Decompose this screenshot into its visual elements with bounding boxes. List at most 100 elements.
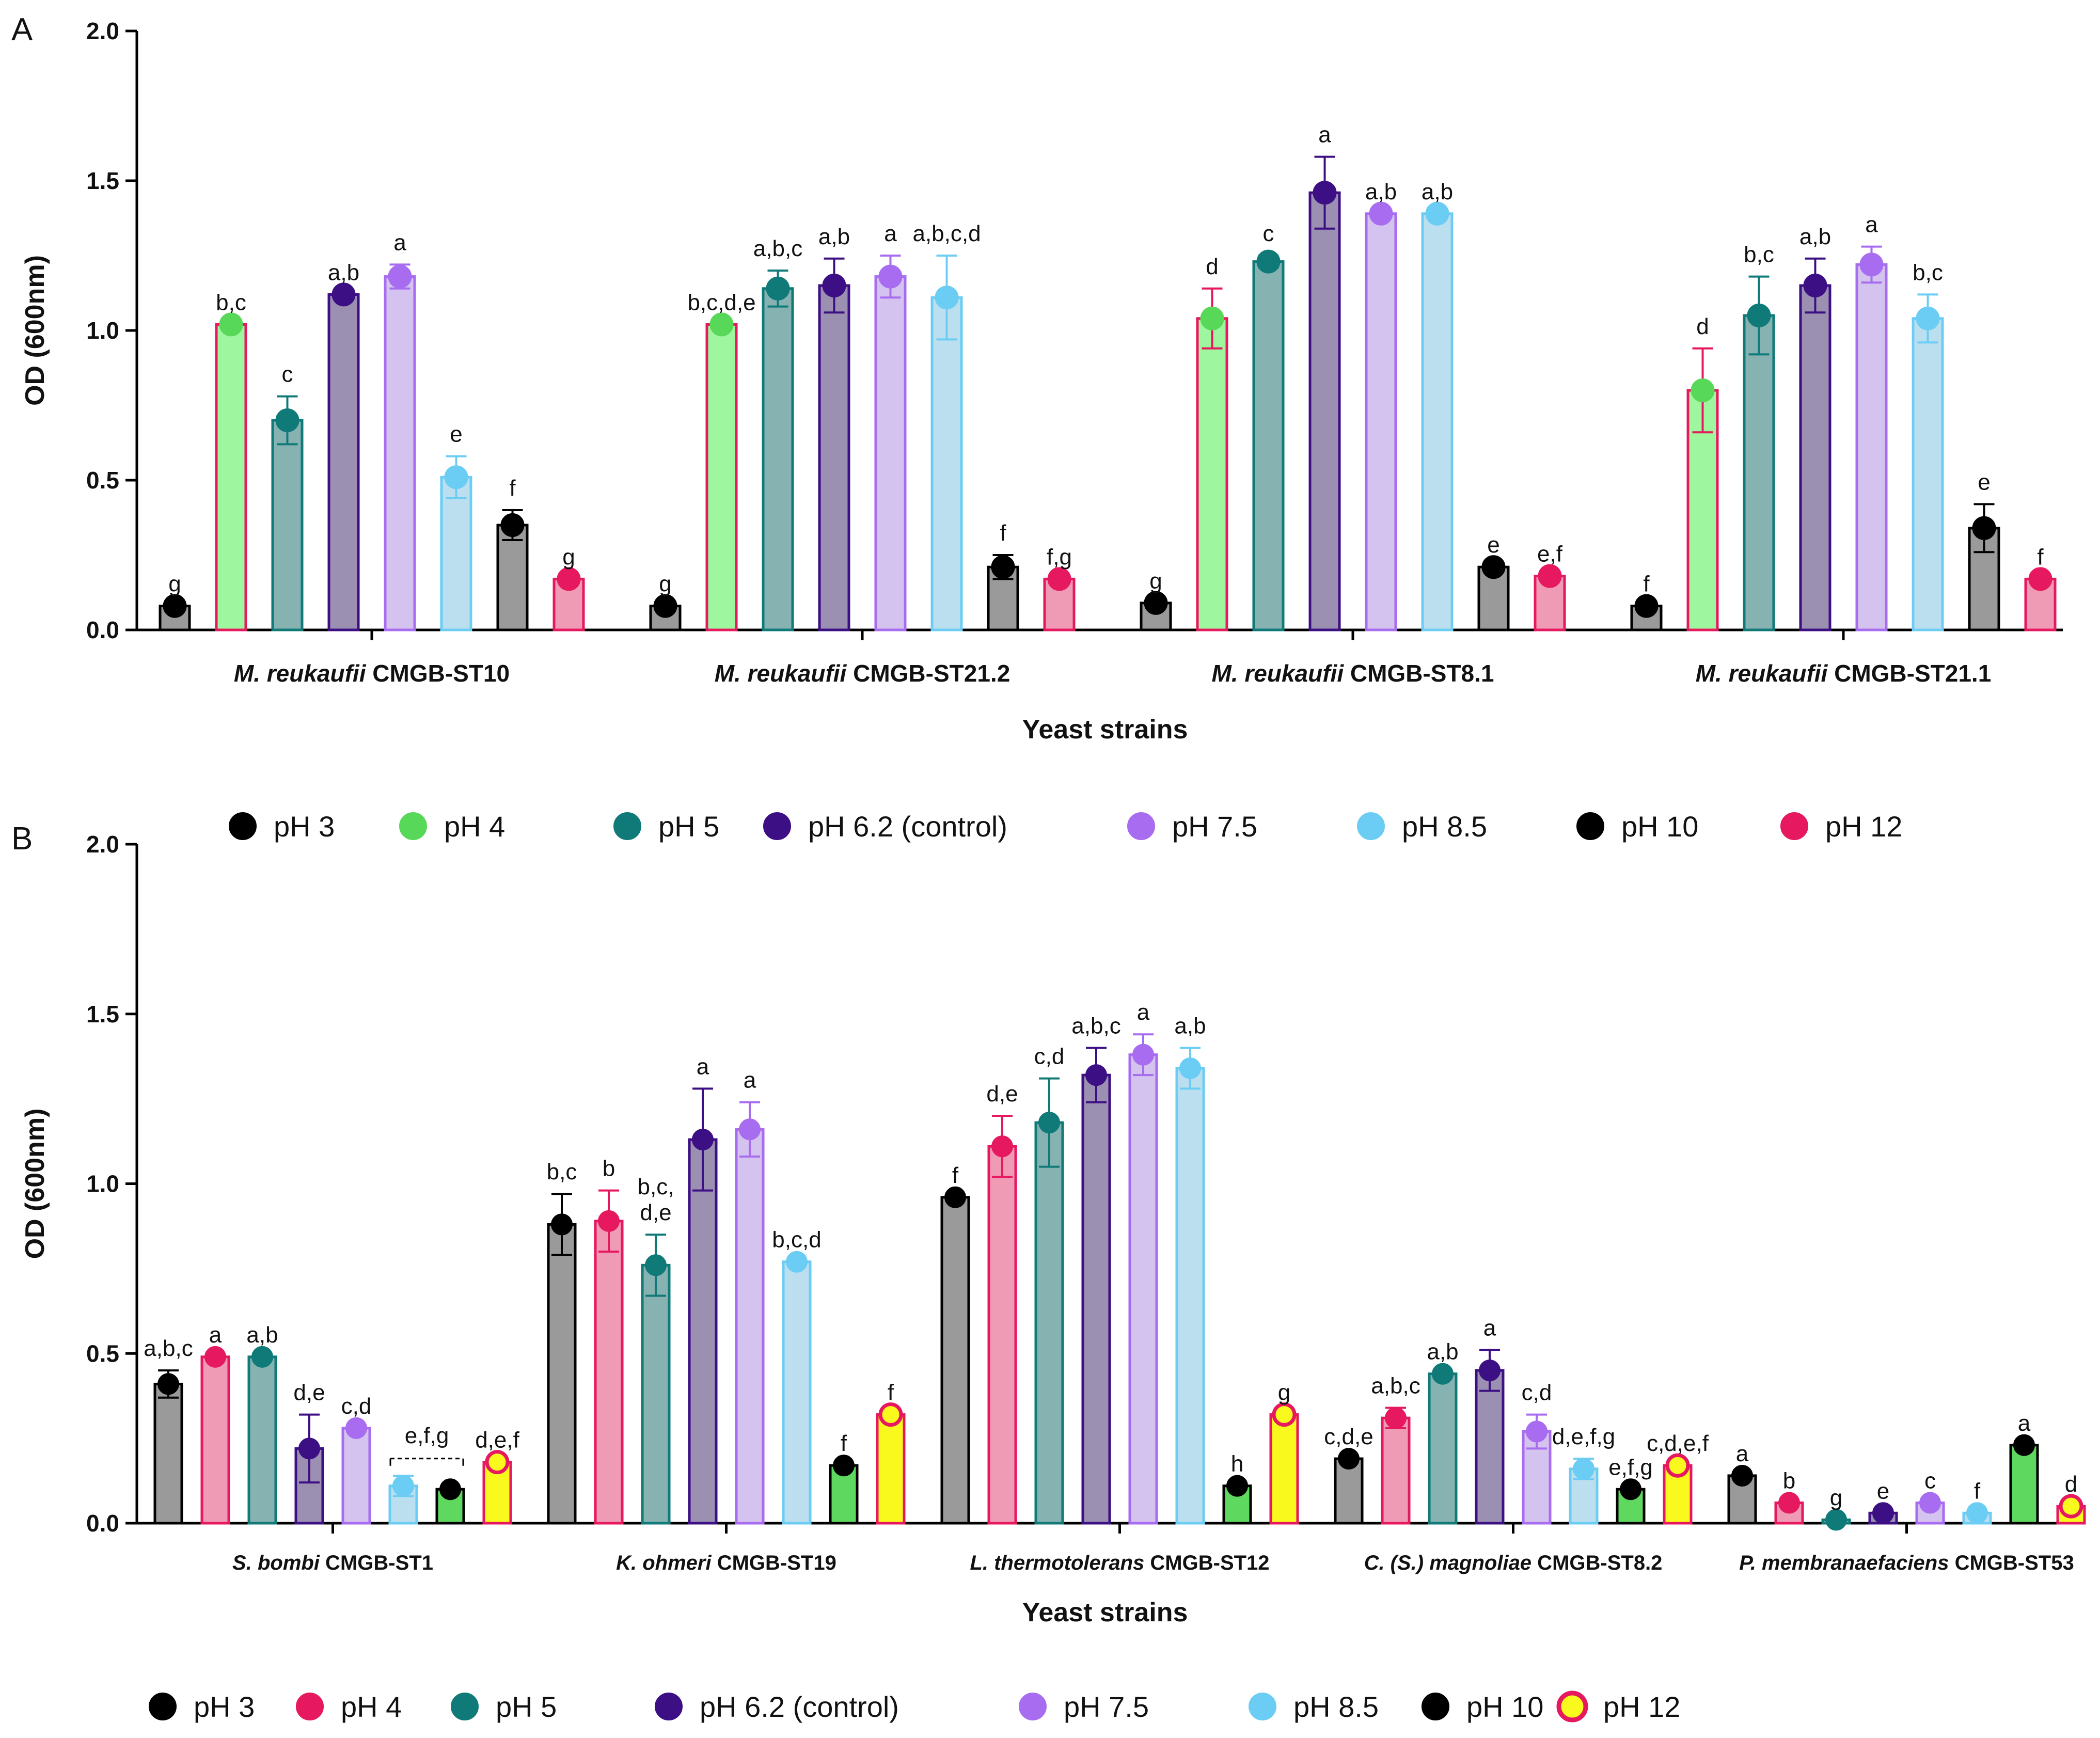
data-point bbox=[298, 1437, 320, 1460]
data-point bbox=[1369, 201, 1393, 226]
legend-marker bbox=[1357, 812, 1385, 840]
data-point bbox=[1200, 306, 1224, 330]
legend-marker bbox=[1780, 812, 1808, 840]
y-axis-title: OD (600nm) bbox=[20, 1109, 50, 1259]
significance-label: a bbox=[697, 1054, 709, 1079]
significance-label: f bbox=[841, 1431, 847, 1456]
category-label: C. (S.) magnoliae CMGB-ST8.2 bbox=[1364, 1552, 1663, 1574]
legend-label: pH 5 bbox=[496, 1690, 557, 1723]
data-point bbox=[935, 286, 959, 310]
category-strain: CMGB-ST12 bbox=[1144, 1552, 1269, 1574]
significance-label: b,c bbox=[1744, 242, 1774, 267]
significance-label: a bbox=[1137, 1000, 1150, 1025]
legend-marker bbox=[399, 812, 427, 840]
data-point bbox=[1256, 249, 1281, 274]
significance-label: c,d bbox=[1522, 1380, 1552, 1405]
significance-label: b,c bbox=[1913, 260, 1943, 285]
category-label: M. reukaufii CMGB-ST21.1 bbox=[1696, 660, 1992, 687]
data-point bbox=[1859, 252, 1884, 277]
data-point bbox=[1038, 1112, 1060, 1134]
significance-label: d,e,f bbox=[475, 1428, 519, 1453]
data-point bbox=[991, 1135, 1013, 1158]
y-tick-label: 0.0 bbox=[86, 617, 119, 643]
data-point bbox=[275, 408, 299, 432]
y-tick-label: 0.5 bbox=[86, 467, 119, 494]
data-point bbox=[1665, 1453, 1690, 1478]
y-tick-label: 2.0 bbox=[86, 18, 119, 44]
legend-marker bbox=[1556, 1690, 1588, 1723]
legend-label: pH 7.5 bbox=[1064, 1690, 1149, 1723]
significance-label: f bbox=[1974, 1478, 1981, 1504]
data-point bbox=[485, 1450, 510, 1475]
data-point bbox=[1778, 1492, 1800, 1514]
data-point bbox=[1825, 1509, 1847, 1531]
y-tick-label: 0.0 bbox=[86, 1510, 119, 1537]
bar bbox=[1569, 1467, 1599, 1525]
data-point bbox=[1691, 378, 1715, 402]
bar bbox=[341, 1427, 371, 1525]
data-point bbox=[692, 1129, 714, 1151]
significance-label: d,e bbox=[293, 1380, 325, 1405]
panel-label-a: A bbox=[11, 12, 33, 48]
y-tick-label: 1.0 bbox=[86, 1171, 119, 1197]
bar bbox=[1128, 1053, 1158, 1525]
legend-marker bbox=[296, 1693, 324, 1720]
significance-label: e,f,g bbox=[1608, 1455, 1653, 1480]
significance-label: f bbox=[1643, 572, 1650, 597]
bar bbox=[1743, 314, 1775, 631]
bar bbox=[705, 323, 738, 631]
significance-label: c,d,e bbox=[1324, 1424, 1373, 1449]
category-strain: CMGB-ST10 bbox=[366, 660, 510, 687]
category-species: S. bombi bbox=[232, 1552, 320, 1574]
significance-label: a bbox=[1736, 1441, 1749, 1466]
significance-label: a bbox=[884, 221, 897, 246]
data-point bbox=[766, 276, 790, 301]
data-point bbox=[1972, 516, 1996, 540]
bar bbox=[1196, 317, 1228, 631]
data-point bbox=[1634, 594, 1659, 618]
category-species: K. ohmeri bbox=[616, 1552, 712, 1574]
significance-label: b,c,d bbox=[772, 1227, 821, 1253]
legend-marker bbox=[229, 812, 257, 840]
data-point bbox=[551, 1213, 573, 1236]
legend-marker bbox=[1127, 812, 1155, 840]
data-point bbox=[1085, 1064, 1107, 1086]
significance-label: a bbox=[2018, 1411, 2031, 1436]
data-point bbox=[1385, 1407, 1407, 1429]
category-species: M. reukaufii bbox=[234, 660, 367, 687]
data-point bbox=[1872, 1502, 1894, 1524]
bar bbox=[1034, 1121, 1064, 1525]
legend-marker bbox=[1249, 1693, 1276, 1720]
significance-label: b,c, bbox=[638, 1174, 674, 1199]
significance-label: d bbox=[1206, 254, 1218, 279]
significance-label: d bbox=[2065, 1472, 2077, 1497]
data-point bbox=[1144, 591, 1168, 615]
legend-label: pH 12 bbox=[1825, 810, 1902, 843]
data-point bbox=[653, 594, 677, 618]
bar bbox=[496, 524, 529, 631]
legend-marker bbox=[763, 812, 791, 840]
bar bbox=[1428, 1372, 1458, 1525]
significance-label: a,b,c,d bbox=[912, 221, 981, 246]
y-tick-label: 1.5 bbox=[86, 1001, 119, 1028]
data-point bbox=[331, 282, 356, 307]
data-point bbox=[439, 1478, 461, 1500]
data-point bbox=[1747, 304, 1771, 327]
bar bbox=[1308, 191, 1341, 631]
legend-label: pH 3 bbox=[194, 1690, 255, 1723]
data-point bbox=[1620, 1478, 1641, 1500]
significance-label: b,c bbox=[547, 1159, 577, 1184]
legend-marker bbox=[1019, 1693, 1047, 1720]
panel-a-chart: 0.0 0.5 1.0 1.5 2.0 g b,c c a,b a e f g M. reukaufii … bbox=[20, 18, 2063, 843]
data-point bbox=[557, 567, 581, 591]
significance-label: g bbox=[168, 572, 181, 597]
bar bbox=[1799, 284, 1831, 631]
data-point bbox=[1047, 567, 1071, 591]
category-label: M. reukaufii CMGB-ST21.2 bbox=[715, 660, 1010, 687]
legend-label: pH 6.2 (control) bbox=[700, 1690, 899, 1723]
significance-label: c,d bbox=[1034, 1044, 1065, 1069]
legend-label: pH 10 bbox=[1466, 1690, 1543, 1723]
legend-label: pH 10 bbox=[1621, 810, 1698, 843]
significance-label: a,b bbox=[328, 260, 359, 285]
legend-label: pH 12 bbox=[1603, 1690, 1680, 1723]
